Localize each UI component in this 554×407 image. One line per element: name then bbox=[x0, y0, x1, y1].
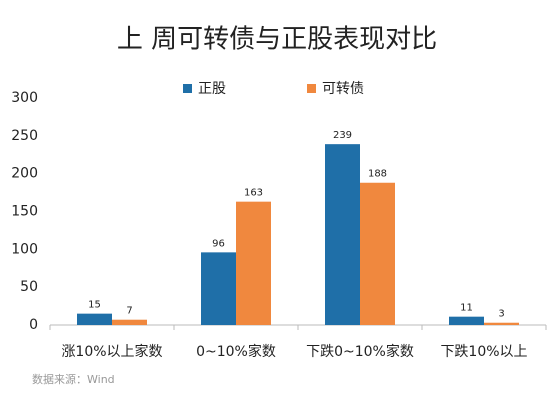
data-label: 3 bbox=[498, 309, 504, 320]
bar bbox=[77, 313, 112, 325]
data-label: 163 bbox=[244, 188, 263, 199]
y-tick-label: 0 bbox=[29, 317, 38, 333]
bar bbox=[236, 201, 271, 325]
x-tick-label: 下跌10%以上 bbox=[440, 344, 527, 360]
bar bbox=[325, 144, 360, 325]
data-label: 11 bbox=[460, 303, 473, 314]
y-tick-label: 50 bbox=[20, 279, 38, 295]
bar bbox=[201, 252, 236, 325]
y-tick-label: 250 bbox=[11, 128, 38, 144]
legend-label: 正股 bbox=[198, 81, 226, 97]
bar bbox=[112, 319, 147, 325]
bar bbox=[484, 322, 519, 325]
source-note: 数据来源：Wind bbox=[32, 372, 115, 386]
y-tick-label: 100 bbox=[11, 241, 38, 257]
legend-swatch bbox=[307, 84, 316, 93]
bar bbox=[360, 182, 395, 325]
data-label: 7 bbox=[126, 306, 132, 317]
data-label: 188 bbox=[368, 169, 387, 180]
data-label: 15 bbox=[88, 300, 101, 311]
y-tick-label: 150 bbox=[11, 204, 38, 220]
y-tick-label: 200 bbox=[11, 166, 38, 182]
legend-swatch bbox=[183, 84, 192, 93]
x-tick-label: 涨10%以上家数 bbox=[61, 343, 162, 360]
data-label: 96 bbox=[212, 238, 225, 249]
bar bbox=[449, 316, 484, 325]
y-tick-label: 300 bbox=[11, 90, 38, 106]
x-tick-label: 0~10%家数 bbox=[196, 343, 276, 360]
data-label: 239 bbox=[333, 130, 352, 141]
chart-title: 上 周可转债与正股表现对比 bbox=[117, 25, 437, 55]
x-tick-label: 下跌0~10%家数 bbox=[306, 343, 414, 360]
legend-label: 可转债 bbox=[322, 81, 364, 97]
